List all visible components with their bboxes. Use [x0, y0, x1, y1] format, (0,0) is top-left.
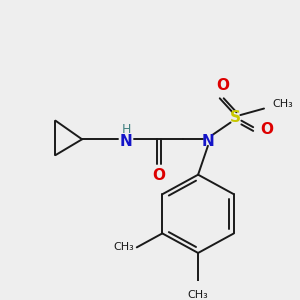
Text: N: N [202, 134, 214, 148]
Text: CH₃: CH₃ [188, 290, 208, 300]
Text: O: O [152, 168, 165, 183]
Text: H: H [122, 124, 131, 136]
Text: N: N [120, 134, 133, 148]
Text: CH₃: CH₃ [113, 242, 134, 252]
Text: S: S [230, 110, 241, 125]
Text: O: O [260, 122, 274, 137]
Text: O: O [216, 78, 229, 93]
Text: CH₃: CH₃ [273, 99, 294, 109]
